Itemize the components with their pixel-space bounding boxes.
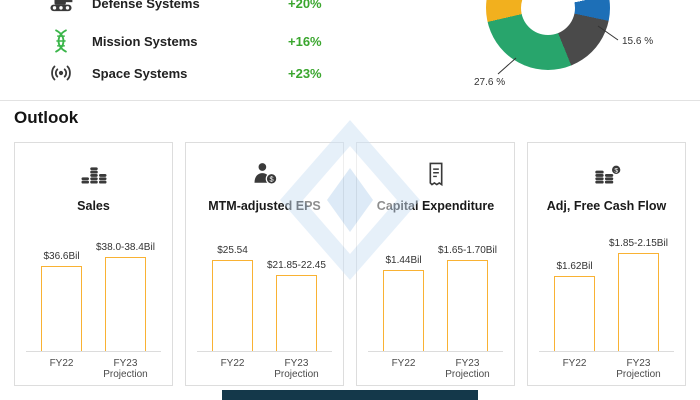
donut-slice-label: 27.6 % — [474, 77, 506, 88]
segment-label: Space Systems — [92, 65, 188, 81]
card-sales: Sales $36.6Bil $38.0-38.4Bil FY22 FY23 Pr… — [14, 142, 173, 386]
defense-tank-icon-svg — [50, 0, 73, 12]
tick-line1: FY23 — [455, 358, 480, 369]
tick-line2: Projection — [103, 369, 148, 380]
invoice-icon — [423, 153, 449, 195]
x-axis — [26, 351, 161, 352]
card-title: Adj, Free Cash Flow — [546, 199, 667, 213]
tick-label: FY22 — [537, 355, 612, 379]
card-capex: Capital Expenditure $1.44Bil $1.65-1.70B… — [356, 142, 515, 386]
bar-fy22 — [553, 276, 596, 352]
x-axis — [368, 351, 503, 352]
bar-fy23 — [446, 260, 489, 352]
tick-line1: FY23 — [626, 358, 651, 369]
tick-label: FY22 — [366, 355, 441, 379]
tick-line1: FY23 — [284, 358, 309, 369]
card-eps: $ MTM-adjusted EPS $25.54 $21.85-22.45 F… — [185, 142, 344, 386]
x-axis — [539, 351, 674, 352]
segment-growth-value: +16% — [288, 33, 322, 49]
bar-value: $36.6Bil — [43, 251, 80, 262]
person-dollar-icon: $ — [251, 153, 279, 195]
bar-value: $1.65-1.70Bil — [437, 245, 497, 256]
bar-value: $21.85-22.45 — [266, 260, 326, 271]
tick-label: FY22 — [195, 355, 270, 379]
footer-bar — [222, 390, 478, 400]
bar-value: $25.54 — [217, 245, 248, 256]
segment-label: Defense Systems — [92, 0, 200, 11]
card-title: Capital Expenditure — [376, 199, 495, 213]
section-divider — [0, 100, 700, 101]
bar-value: $38.0-38.4Bil — [95, 242, 155, 253]
dna-icon-svg — [55, 29, 67, 53]
segment-row-mission: Mission Systems +16% — [46, 26, 322, 56]
svg-text:$: $ — [614, 167, 618, 174]
segment-label: Mission Systems — [92, 33, 198, 49]
defense-tank-icon — [46, 0, 76, 17]
tick-label: FY23 Projection — [601, 355, 676, 380]
signal-icon — [46, 59, 76, 87]
bar-value: $1.85-2.15Bil — [608, 238, 668, 249]
tick-line2: Projection — [445, 369, 490, 380]
segment-growth-value: +20% — [288, 0, 322, 11]
tick-line2: Projection — [616, 369, 661, 380]
tick-line1: FY22 — [220, 358, 245, 369]
bar-chart-sales: $36.6Bil $38.0-38.4Bil FY22 FY23 Projecti… — [24, 229, 163, 380]
donut-chart — [486, 0, 610, 70]
card-title: Sales — [77, 199, 110, 213]
card-fcf: $ Adj, Free Cash Flow $1.62Bil $1.85-2.1… — [527, 142, 686, 386]
bar-fy22 — [40, 266, 83, 352]
outlook-cards: Sales $36.6Bil $38.0-38.4Bil FY22 FY23 Pr… — [14, 142, 686, 386]
bar-chart-eps: $25.54 $21.85-22.45 FY22 FY23 Projection — [195, 229, 334, 380]
tick-label: FY23 Projection — [430, 355, 505, 380]
invoice-icon-svg — [429, 162, 442, 187]
bar-chart-fcf: $1.62Bil $1.85-2.15Bil FY22 FY23 Projecti… — [537, 229, 676, 380]
tick-line1: FY23 — [113, 358, 138, 369]
bar-value: $1.62Bil — [556, 261, 593, 272]
tick-label: FY23 Projection — [259, 355, 334, 380]
outlook-section-title: Outlook — [14, 108, 79, 127]
tick-line1: FY22 — [391, 358, 416, 369]
coins-icon — [79, 153, 109, 195]
coins-icon-svg — [81, 167, 106, 184]
bar-value: $1.44Bil — [385, 255, 422, 266]
bar-fy22 — [211, 260, 254, 352]
person-dollar-icon-svg: $ — [254, 163, 277, 185]
tick-line1: FY22 — [562, 358, 587, 369]
card-title: MTM-adjusted EPS — [208, 199, 321, 213]
dna-icon — [46, 27, 76, 55]
signal-icon-svg — [51, 65, 71, 81]
segment-row-defense: Defense Systems +20% — [46, 0, 322, 18]
svg-text:$: $ — [269, 175, 274, 184]
segment-growth-value: +23% — [288, 65, 322, 81]
cash-coins-icon: $ — [592, 153, 622, 195]
bar-fy23 — [617, 253, 660, 352]
bar-fy23 — [104, 257, 147, 352]
tick-label: FY22 — [24, 355, 99, 379]
tick-label: FY23 Projection — [88, 355, 163, 380]
bar-fy22 — [382, 270, 425, 352]
cash-coins-icon-svg: $ — [594, 164, 621, 184]
segment-row-space: Space Systems +23% — [46, 58, 322, 88]
donut-slice-label: 15.6 % — [622, 36, 654, 47]
bar-fy23 — [275, 275, 318, 352]
x-axis — [197, 351, 332, 352]
tick-line1: FY22 — [49, 358, 74, 369]
tick-line2: Projection — [274, 369, 319, 380]
bar-chart-capex: $1.44Bil $1.65-1.70Bil FY22 FY23 Projecti… — [366, 229, 505, 380]
donut-hole — [521, 0, 575, 35]
